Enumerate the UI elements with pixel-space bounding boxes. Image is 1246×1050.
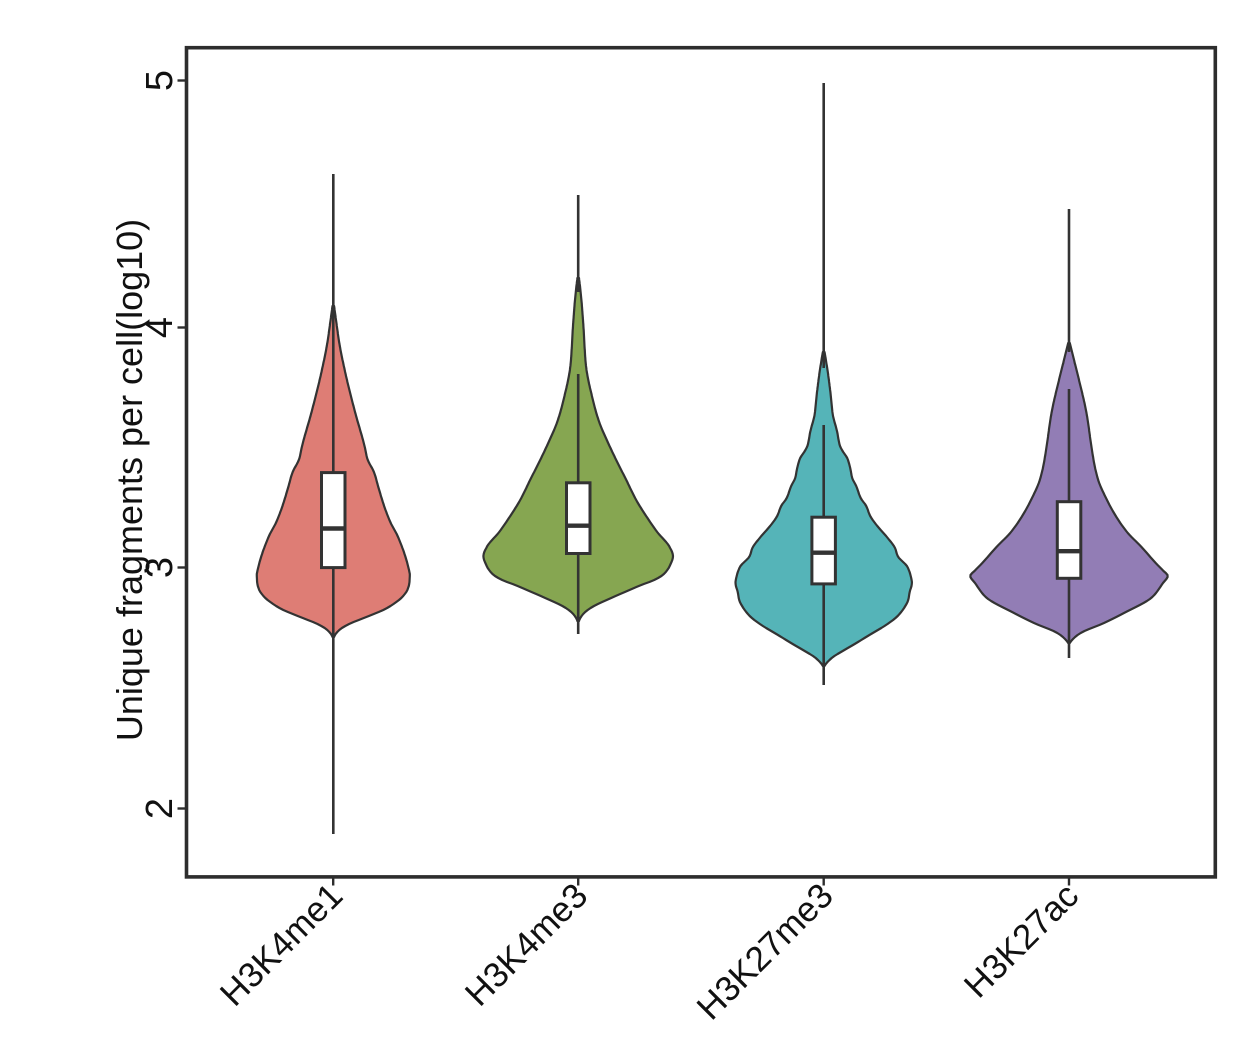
svg-text:4: 4 xyxy=(139,317,181,338)
svg-text:5: 5 xyxy=(139,70,181,91)
svg-text:3: 3 xyxy=(139,557,181,578)
svg-text:Unique fragments per cell(log1: Unique fragments per cell(log10) xyxy=(109,219,150,741)
svg-text:2: 2 xyxy=(139,798,181,819)
